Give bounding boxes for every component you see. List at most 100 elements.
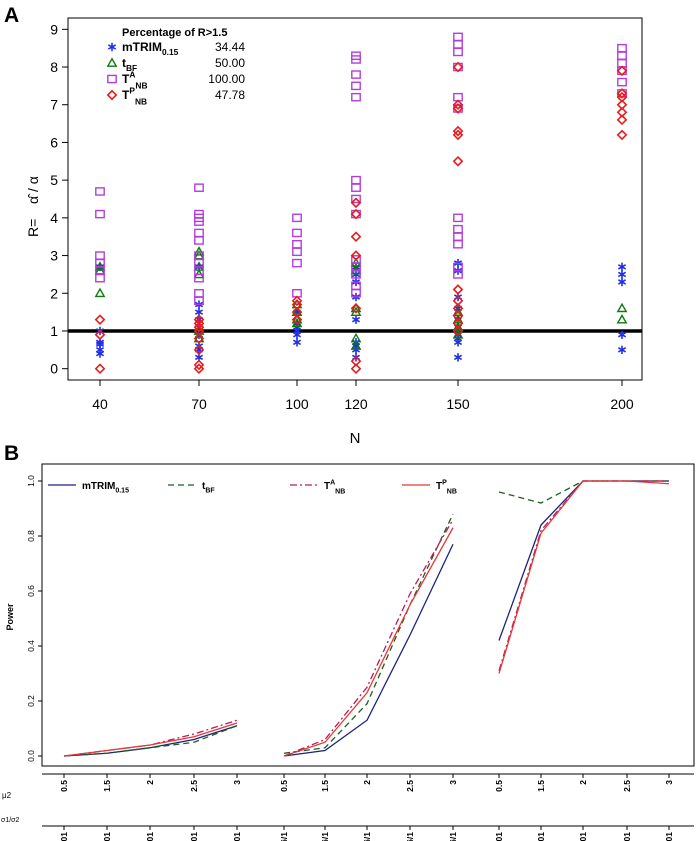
diamond-point: [291, 314, 303, 325]
diamond-point: [452, 318, 464, 329]
plot-b-mu2-axis: μ2 0.5 1.5 2 2.5 3 0.5 1.5 2 2.5 3 0.5 1.5 2 2.5 3: [2, 773, 694, 800]
asterisk-point: [617, 270, 627, 279]
tick-label: 2: [145, 780, 155, 785]
y-axis-title-ratio: α̂ / α: [25, 176, 41, 204]
panel-a: A 0 1 2 3 4 5 6 7 8 9 40 70 100 120 150 200 Percentage…: [4, 4, 643, 447]
diamond-point: [193, 333, 205, 344]
diamond-point: [452, 325, 464, 337]
asterisk-stroke: [617, 264, 627, 270]
series-line: [498, 480, 669, 504]
plot-a-y-axis: 0 1 2 3 4 5 6 7 8 9: [50, 21, 69, 377]
tick-label: 2.5: [189, 780, 199, 792]
tick-label: 16/1: [279, 832, 289, 841]
legend-value: 50.00: [215, 56, 245, 70]
diamond-point: [452, 155, 464, 167]
diamond-point: [193, 344, 205, 356]
diamond-point: [291, 295, 303, 307]
diamond-point: [350, 197, 362, 209]
plot-a-x-axis: 40 70 100 120 150 200: [92, 379, 634, 412]
x-tick-label: 70: [191, 396, 207, 412]
y-tick-label: 1.0: [26, 475, 36, 487]
diamond-point: [616, 114, 628, 126]
diamond-point: [193, 359, 205, 371]
square-point: [617, 51, 627, 60]
tick-label: 2: [578, 780, 588, 785]
tick-label: 100/0.01: [189, 832, 199, 841]
axis-title: μ2: [2, 791, 12, 800]
square-point: [351, 255, 361, 264]
square-point: [194, 251, 204, 260]
diamond-point: [94, 329, 106, 341]
tick-label: 1/0.01: [536, 832, 546, 841]
square-point: [453, 224, 463, 234]
plot-b-y-axis: 0.0 0.2 0.4 0.6 0.8 1.0: [26, 475, 43, 762]
tick-label: 1/0.01: [494, 832, 504, 841]
asterisk-point: [617, 262, 627, 272]
diamond-point: [452, 61, 464, 73]
panel-b-label: B: [4, 442, 19, 465]
legend-value: 34.44: [215, 40, 245, 54]
tick-label: 0.5: [59, 780, 69, 792]
asterisk-stroke: [107, 44, 117, 50]
panel-b: B 0.0 0.2 0.4 0.6 0.8 1.0 Power mTRIM0.15 tBF T…: [1, 442, 695, 841]
series-line: [498, 480, 669, 641]
diamond-point: [452, 303, 464, 314]
asterisk-stroke: [351, 316, 361, 323]
tick-label: 100/0.01: [145, 832, 155, 841]
plot-b-y-title: Power: [5, 603, 15, 631]
y-tick-label: 0.6: [26, 585, 36, 597]
diamond-point: [452, 310, 464, 322]
series-line: [63, 722, 238, 757]
y-axis-title: R= α̂ / α: [25, 176, 41, 237]
legend-label: TPNB: [436, 480, 457, 496]
diamond-point: [452, 99, 464, 111]
y-tick-label: 7: [50, 97, 58, 113]
svg-text:Power: Power: [5, 603, 15, 631]
square-point: [453, 32, 463, 42]
legend-label: tBF: [122, 56, 137, 73]
diamond-point: [452, 295, 464, 307]
asterisk-stroke: [95, 347, 105, 353]
diamond-point: [350, 231, 362, 243]
square-point: [292, 228, 302, 238]
diamond-point: [616, 65, 628, 77]
legend-asterisk-icon: [107, 42, 117, 52]
triangle-point: [452, 321, 464, 332]
series-line: [63, 725, 238, 757]
tick-label: 1.5: [536, 780, 546, 792]
square-point: [453, 40, 463, 49]
legend-value: 100.00: [208, 72, 245, 86]
series-line: [283, 519, 454, 757]
square-point: [194, 209, 204, 219]
square-point: [617, 66, 627, 76]
triangle-point: [452, 329, 464, 339]
legend-label: tBF: [202, 481, 215, 495]
tick-label: 100/0.01: [232, 832, 242, 841]
legend-label: TANB: [324, 480, 345, 496]
triangle-point: [193, 246, 205, 256]
legend-diamond-icon: [106, 89, 118, 101]
square-point: [351, 175, 361, 185]
square-point: [453, 239, 463, 249]
tick-label: 16/1: [320, 832, 330, 841]
x-tick-label: 40: [92, 396, 108, 412]
triangle-point: [616, 314, 628, 324]
legend-label: TPNB: [122, 86, 147, 107]
legend-label: TANB: [122, 70, 148, 91]
tick-label: 3: [232, 780, 242, 785]
square-point: [453, 213, 463, 223]
tick-label: 16/1: [405, 832, 415, 841]
square-point: [351, 70, 361, 79]
square-point: [617, 77, 627, 87]
series-line: [63, 725, 238, 757]
x-tick-label: 120: [344, 396, 368, 412]
tick-label: 0.5: [494, 780, 504, 792]
diamond-point: [291, 306, 303, 318]
asterisk-stroke: [95, 339, 105, 346]
plot-b-frame: [41, 463, 695, 767]
series-line: [63, 719, 238, 757]
asterisk-stroke: [194, 309, 204, 315]
legend-triangle-icon: [106, 57, 118, 67]
asterisk-stroke: [292, 339, 302, 346]
